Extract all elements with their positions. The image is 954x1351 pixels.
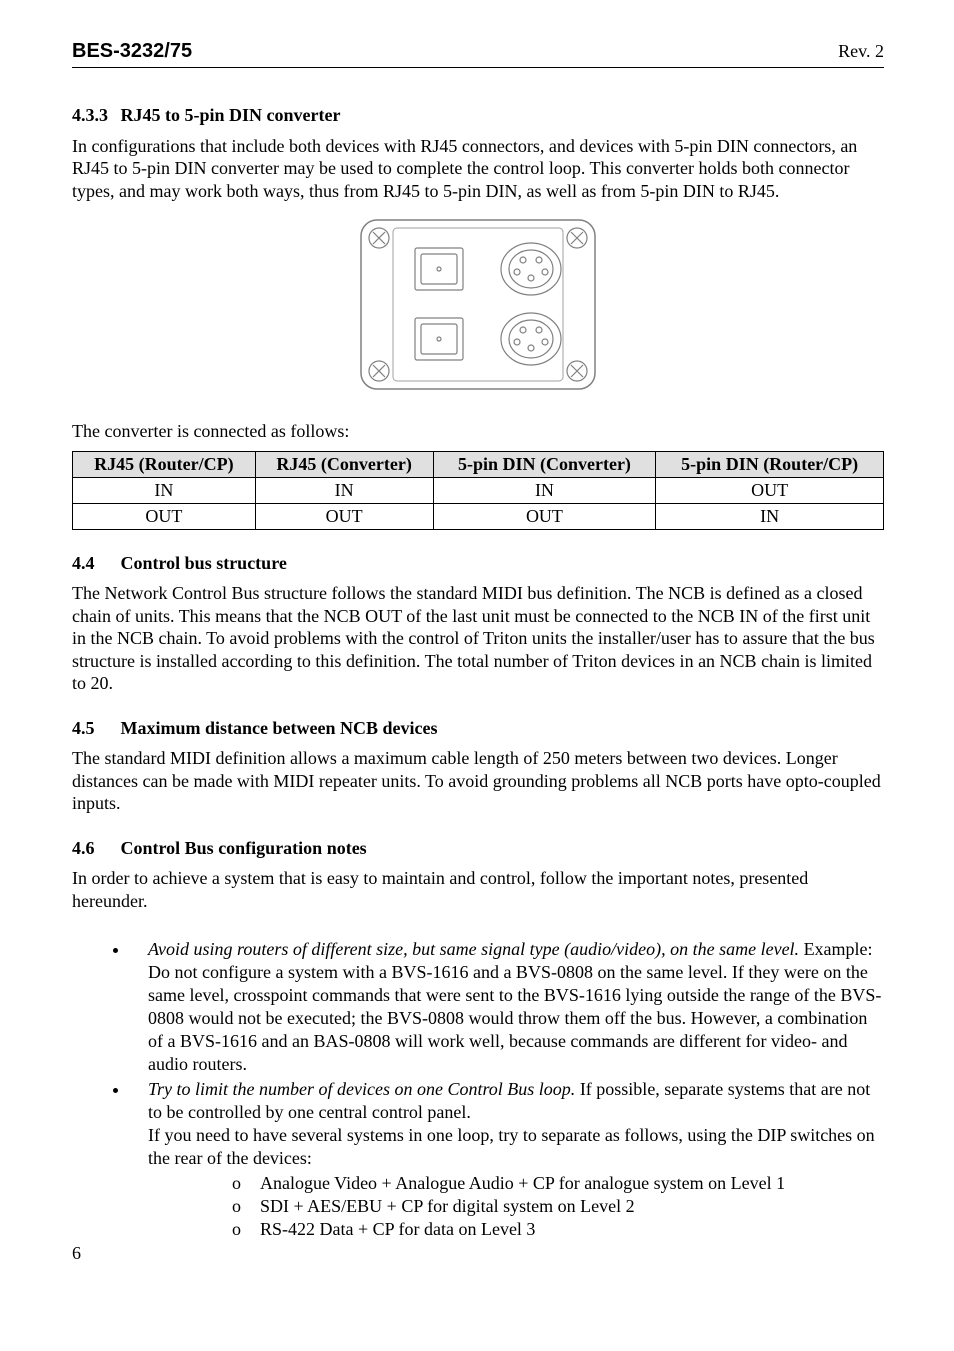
heading-num: 4.3.3 xyxy=(72,104,116,127)
col-3: 5-pin DIN (Converter) xyxy=(433,451,656,477)
col-2: RJ45 (Converter) xyxy=(255,451,433,477)
notes-list: Avoid using routers of different size, b… xyxy=(72,938,884,1241)
list-item: Avoid using routers of different size, b… xyxy=(130,938,884,1076)
table-row: IN IN IN OUT xyxy=(73,477,884,503)
bullet1-rest: Example: Do not configure a system with … xyxy=(148,939,881,1074)
heading-num: 4.6 xyxy=(72,837,116,860)
para-4-3-3: In configurations that include both devi… xyxy=(72,135,884,203)
page: BES-3232/75 Rev. 2 4.3.3 RJ45 to 5-pin D… xyxy=(0,0,954,1294)
heading-4-5: 4.5 Maximum distance between NCB devices xyxy=(72,717,884,740)
sub-item: SDI + AES/EBU + CP for digital system on… xyxy=(232,1195,884,1218)
table-row: OUT OUT OUT IN xyxy=(73,503,884,529)
heading-4-3-3: 4.3.3 RJ45 to 5-pin DIN converter xyxy=(72,104,884,127)
converter-svg xyxy=(353,212,603,397)
bullet1-em: Avoid using routers of different size, b… xyxy=(148,939,799,959)
para-4-6: In order to achieve a system that is eas… xyxy=(72,867,884,912)
heading-num: 4.4 xyxy=(72,552,116,575)
doc-rev: Rev. 2 xyxy=(838,41,884,62)
heading-num: 4.5 xyxy=(72,717,116,740)
heading-text: Control bus structure xyxy=(121,553,287,573)
doc-id: BES-3232/75 xyxy=(72,40,192,63)
converter-table: RJ45 (Router/CP) RJ45 (Converter) 5-pin … xyxy=(72,451,884,530)
bullet2-cont: If you need to have several systems in o… xyxy=(148,1125,875,1168)
list-item: Try to limit the number of devices on on… xyxy=(130,1078,884,1241)
col-1: RJ45 (Router/CP) xyxy=(73,451,256,477)
heading-text: RJ45 to 5-pin DIN converter xyxy=(121,105,341,125)
col-4: 5-pin DIN (Router/CP) xyxy=(656,451,884,477)
heading-text: Control Bus configuration notes xyxy=(121,838,367,858)
heading-text: Maximum distance between NCB devices xyxy=(121,718,438,738)
table-header-row: RJ45 (Router/CP) RJ45 (Converter) 5-pin … xyxy=(73,451,884,477)
page-number: 6 xyxy=(72,1243,884,1264)
header-bar: BES-3232/75 Rev. 2 xyxy=(72,40,884,68)
para-4-4: The Network Control Bus structure follow… xyxy=(72,582,884,695)
heading-4-6: 4.6 Control Bus configuration notes xyxy=(72,837,884,860)
heading-4-4: 4.4 Control bus structure xyxy=(72,552,884,575)
para-4-5: The standard MIDI definition allows a ma… xyxy=(72,747,884,815)
sub-item: RS-422 Data + CP for data on Level 3 xyxy=(232,1218,884,1241)
sub-item: Analogue Video + Analogue Audio + CP for… xyxy=(232,1172,884,1195)
conv-intro: The converter is connected as follows: xyxy=(72,420,884,443)
bullet2-em: Try to limit the number of devices on on… xyxy=(148,1079,575,1099)
sub-list: Analogue Video + Analogue Audio + CP for… xyxy=(148,1172,884,1241)
converter-diagram xyxy=(72,212,884,402)
